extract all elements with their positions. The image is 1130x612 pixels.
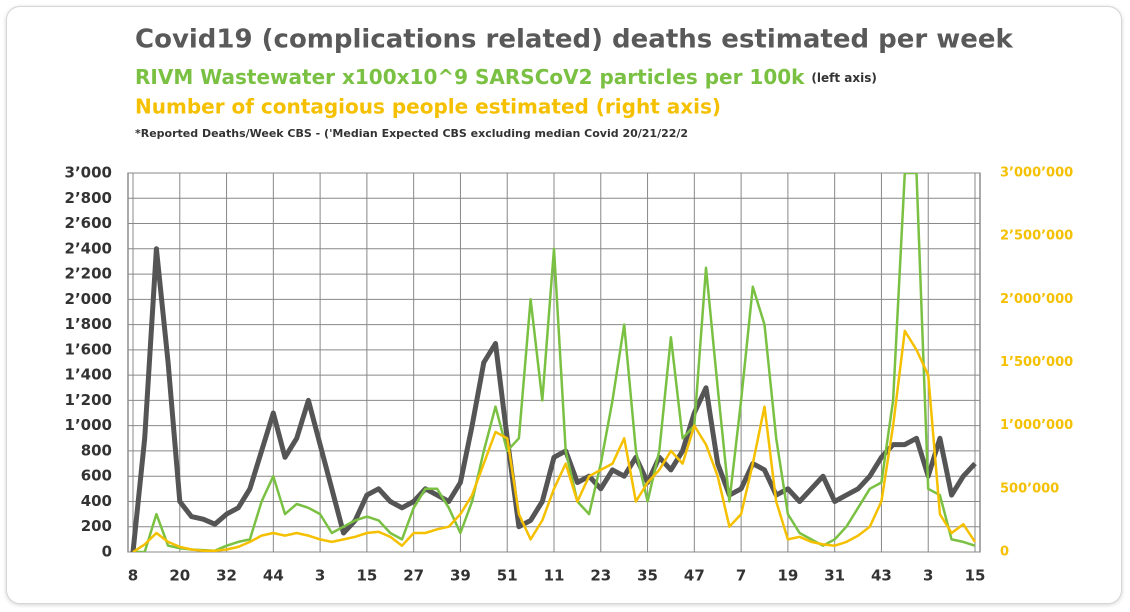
series-line xyxy=(133,173,976,552)
legend-wastewater-name: RIVM Wastewater x100x10^9 SARSCoV2 parti… xyxy=(135,65,805,89)
x-tick-label: 20 xyxy=(169,567,190,585)
y2-tick-label: 0 xyxy=(1000,545,1009,560)
y-tick-label: 1’600 xyxy=(65,340,112,358)
series-line xyxy=(132,329,977,552)
chart-card xyxy=(6,6,1122,604)
y-tick-label: 2’400 xyxy=(65,239,112,257)
y2-tick-label: 2’000’000 xyxy=(1000,292,1073,307)
y-tick-label: 0 xyxy=(102,543,112,561)
y-tick-label: 1’200 xyxy=(65,391,112,409)
y-tick-label: 2’800 xyxy=(65,189,112,207)
x-tick-label: 23 xyxy=(590,567,611,585)
legend-contagious: Number of contagious people estimated (r… xyxy=(135,95,721,119)
y-tick-label: 400 xyxy=(81,492,112,510)
y-tick-label: 1’800 xyxy=(65,315,112,333)
y-tick-label: 3’000 xyxy=(65,164,112,182)
x-tick-label: 15 xyxy=(965,567,986,585)
y-tick-label: 600 xyxy=(81,467,112,485)
legend-wastewater: RIVM Wastewater x100x10^9 SARSCoV2 parti… xyxy=(135,65,877,89)
y-tick-label: 200 xyxy=(81,517,112,535)
x-tick-label: 43 xyxy=(871,567,892,585)
x-tick-label: 7 xyxy=(736,567,746,585)
x-tick-label: 35 xyxy=(637,567,658,585)
y-tick-label: 2’000 xyxy=(65,290,112,308)
y2-tick-label: 2’500’000 xyxy=(1000,229,1073,244)
y2-tick-label: 500’000 xyxy=(1000,481,1059,496)
series-line xyxy=(130,246,977,552)
y-tick-label: 2’200 xyxy=(65,265,112,283)
footnote: *Reported Deaths/Week CBS - ('Median Exp… xyxy=(135,127,688,140)
y-tick-label: 1’000 xyxy=(65,416,112,434)
x-tick-label: 39 xyxy=(450,567,471,585)
y2-tick-label: 1’500’000 xyxy=(1000,355,1073,370)
y-tick-label: 2’600 xyxy=(65,214,112,232)
x-tick-label: 8 xyxy=(128,567,138,585)
y2-tick-label: 1’000’000 xyxy=(1000,418,1073,433)
axis-note: (left axis) xyxy=(811,71,876,85)
x-tick-label: 11 xyxy=(544,567,565,585)
x-tick-label: 15 xyxy=(356,567,377,585)
x-tick-label: 31 xyxy=(824,567,845,585)
x-tick-label: 44 xyxy=(263,567,284,585)
x-tick-label: 47 xyxy=(684,567,705,585)
x-tick-label: 51 xyxy=(497,567,518,585)
x-tick-label: 27 xyxy=(403,567,424,585)
y-tick-label: 1’400 xyxy=(65,366,112,384)
x-tick-label: 32 xyxy=(216,567,237,585)
x-tick-label: 3 xyxy=(315,567,325,585)
y-tick-label: 800 xyxy=(81,441,112,459)
x-tick-label: 19 xyxy=(777,567,798,585)
x-tick-label: 3 xyxy=(923,567,933,585)
chart-title: Covid19 (complications related) deaths e… xyxy=(135,25,1014,55)
y2-tick-label: 3’000’000 xyxy=(1000,166,1073,181)
